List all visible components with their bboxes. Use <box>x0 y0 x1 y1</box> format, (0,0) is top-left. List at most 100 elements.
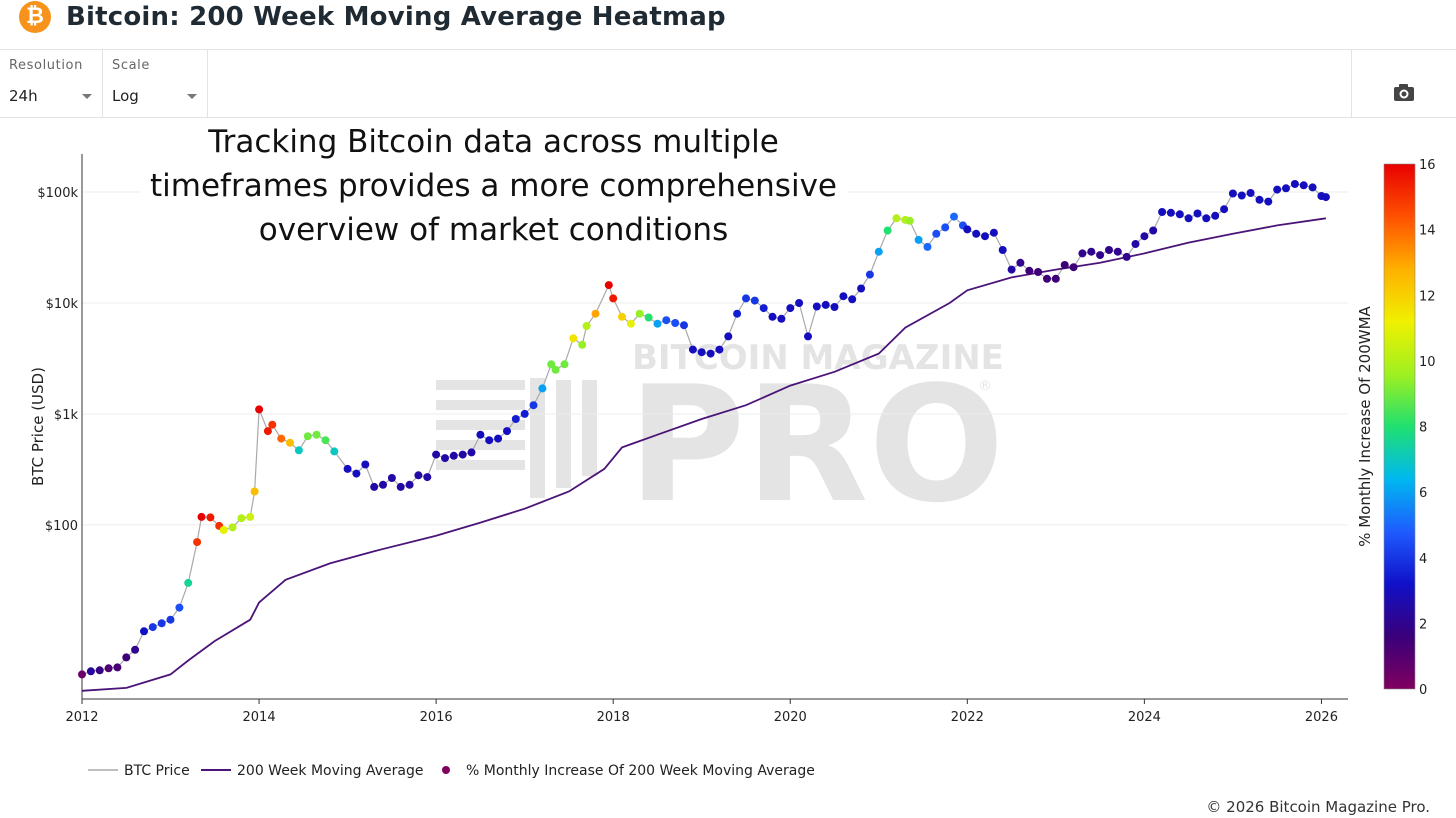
heat-point <box>1321 193 1330 202</box>
heat-point <box>569 334 578 343</box>
heat-point <box>361 460 370 469</box>
heat-point <box>458 450 467 459</box>
heat-point <box>680 321 688 330</box>
heat-point <box>609 294 618 303</box>
heat-point <box>268 420 277 429</box>
heat-point <box>1087 247 1096 256</box>
heat-point <box>697 348 706 357</box>
heat-point <box>131 645 140 654</box>
heat-point <box>786 304 795 313</box>
heat-point <box>1043 274 1051 283</box>
chevron-down-icon[interactable] <box>187 94 197 99</box>
heat-point <box>1193 209 1202 218</box>
heat-point <box>414 471 423 480</box>
heat-point <box>1273 185 1282 194</box>
heat-point <box>795 299 804 307</box>
heat-point <box>494 434 503 443</box>
heat-point <box>688 345 697 354</box>
resolution-value[interactable]: 24h <box>9 87 38 105</box>
heat-point <box>1051 274 1060 283</box>
heat-point <box>449 451 458 460</box>
heat-point <box>839 292 848 301</box>
heat-point <box>874 247 883 256</box>
heat-point <box>865 270 874 279</box>
chart: BITCOIN MAGAZINE PRO ® $100 $1k $10k $100k 2… <box>29 154 1436 779</box>
heat-point <box>963 225 972 234</box>
y-tick-label: $1k <box>54 408 79 423</box>
heat-point <box>662 316 671 325</box>
heat-point <box>343 464 352 473</box>
legend-item[interactable]: 200 Week Moving Average <box>237 763 424 779</box>
heat-point <box>1290 180 1299 188</box>
heat-point <box>312 430 321 439</box>
heat-point <box>742 294 750 303</box>
legend-item[interactable]: % Monthly Increase Of 200 Week Moving Av… <box>466 763 815 779</box>
heat-point <box>578 340 587 349</box>
heat-point <box>1105 246 1113 254</box>
heat-point <box>1158 208 1167 216</box>
y-tick-label: $10k <box>46 297 79 312</box>
scale-select[interactable]: Scale Log <box>103 50 208 117</box>
heat-point <box>294 446 303 455</box>
heat-point <box>197 512 206 521</box>
overlay-line: overview of market conditions <box>258 212 729 248</box>
overlay-line: Tracking Bitcoin data across multiple <box>208 124 779 160</box>
heat-point <box>1228 189 1237 198</box>
camera-icon[interactable] <box>1352 50 1456 117</box>
heat-point <box>1282 184 1290 193</box>
scale-value[interactable]: Log <box>112 87 139 105</box>
heat-point <box>330 447 339 456</box>
axes: $100 $1k $10k $100k 2012 2014 2016 2018 2020 2022… <box>29 154 1348 725</box>
x-tick-label: 2014 <box>243 710 276 725</box>
heat-point <box>1016 258 1025 267</box>
legend-item[interactable]: BTC Price <box>124 763 190 779</box>
heat-point <box>529 401 538 410</box>
heat-point <box>206 513 215 522</box>
y-tick-label: $100k <box>37 186 78 201</box>
camera-button[interactable] <box>1351 50 1456 117</box>
heat-point <box>604 281 613 290</box>
x-tick-label: 2012 <box>65 710 98 725</box>
heat-point <box>184 578 193 587</box>
x-tick-label: 2022 <box>951 710 984 725</box>
heat-point <box>905 216 914 225</box>
heat-point <box>706 349 715 358</box>
heat-point <box>1237 191 1246 200</box>
heat-point <box>582 322 591 330</box>
x-tick-label: 2026 <box>1305 710 1338 725</box>
heat-point <box>1140 232 1149 241</box>
ma-200w-line <box>81 217 1327 692</box>
colorbar-tick-label: 4 <box>1419 552 1427 567</box>
colorbar-tick-label: 16 <box>1419 158 1436 173</box>
heat-point <box>140 627 148 636</box>
heat-point <box>370 482 379 491</box>
heat-point <box>1069 263 1078 272</box>
heat-point <box>1025 266 1034 275</box>
heat-point <box>733 309 742 318</box>
heat-point <box>883 226 892 235</box>
overlay-caption: Tracking Bitcoin data across multiple ti… <box>140 120 847 252</box>
heat-point <box>1264 197 1273 206</box>
heat-point <box>1166 208 1175 217</box>
heat-point <box>1007 265 1016 274</box>
heat-point <box>286 438 294 447</box>
heat-point <box>387 474 396 482</box>
heat-point <box>1113 247 1122 256</box>
chevron-down-icon[interactable] <box>82 94 92 99</box>
colorbar-tick-label: 6 <box>1419 486 1427 501</box>
heat-point <box>804 332 812 341</box>
heat-point <box>246 512 255 521</box>
heat-point <box>591 309 600 318</box>
colorbar: 0 2 4 6 8 10 12 14 16 % Monthly Increase Of 200WM… <box>1356 158 1436 698</box>
heat-point <box>476 430 485 439</box>
heat-point <box>768 312 777 321</box>
heat-point <box>1096 251 1105 260</box>
heat-point <box>914 235 923 244</box>
resolution-select[interactable]: Resolution 24h <box>0 50 103 117</box>
heat-point <box>104 664 113 673</box>
heat-point <box>989 228 998 237</box>
heat-point <box>671 319 680 327</box>
heat-point <box>148 623 157 632</box>
heat-point <box>1299 181 1308 190</box>
x-tick-label: 2018 <box>597 710 630 725</box>
